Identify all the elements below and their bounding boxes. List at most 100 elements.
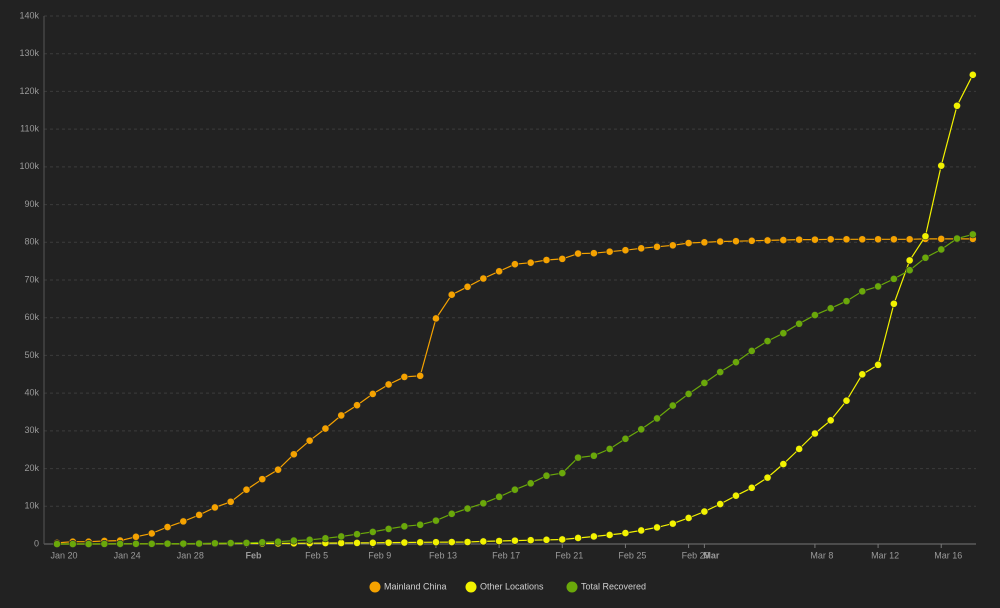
point: [479, 537, 488, 546]
y-tick-label: 10k: [24, 501, 39, 511]
point: [368, 538, 377, 547]
point: [463, 504, 472, 513]
point: [716, 368, 725, 376]
point: [684, 514, 693, 522]
legend-item[interactable]: Total Recovered: [566, 581, 647, 593]
x-tick-label: Mar: [703, 550, 720, 560]
x-tick-label: Mar 12: [871, 550, 899, 560]
point: [700, 507, 709, 516]
point: [447, 538, 456, 546]
point: [605, 531, 614, 539]
point: [416, 520, 425, 529]
point: [495, 537, 504, 545]
point: [305, 535, 314, 544]
point: [542, 256, 551, 264]
point: [668, 519, 677, 528]
legend-item[interactable]: Mainland China: [369, 581, 447, 593]
point: [968, 230, 977, 239]
point: [874, 282, 882, 291]
x-tick-label: Jan 20: [50, 550, 77, 560]
point: [132, 539, 140, 548]
x-tick-label: Mar 8: [810, 550, 833, 560]
point: [526, 479, 535, 488]
point: [574, 453, 582, 462]
point: [732, 358, 740, 367]
point: [542, 535, 551, 544]
point: [874, 360, 882, 369]
point: [368, 389, 377, 398]
point: [321, 424, 330, 433]
point: [195, 539, 204, 548]
x-tick-label: Feb 21: [555, 550, 583, 560]
point: [826, 235, 835, 244]
point: [337, 532, 346, 541]
point: [732, 237, 740, 246]
point: [937, 161, 946, 170]
point: [621, 246, 630, 255]
point: [858, 235, 867, 244]
point: [779, 236, 788, 244]
legend-marker: [465, 581, 477, 593]
point: [289, 450, 298, 459]
legend: Mainland China Other Locations Total Recov…: [369, 581, 647, 593]
point: [889, 235, 898, 244]
point: [937, 234, 946, 243]
point: [432, 538, 440, 547]
point: [558, 535, 567, 544]
point: [637, 526, 646, 535]
point: [668, 401, 677, 410]
point: [574, 534, 582, 542]
point: [558, 254, 567, 263]
x-tick-label: Feb 25: [618, 550, 646, 560]
y-tick-label: 70k: [24, 274, 39, 284]
point: [400, 522, 409, 531]
x-tick-label: Feb 17: [492, 550, 520, 560]
point: [53, 540, 61, 548]
y-tick-label: 120k: [19, 86, 39, 96]
point: [858, 287, 867, 296]
point: [621, 434, 630, 443]
legend-label: Other Locations: [480, 581, 544, 591]
point: [116, 539, 125, 548]
point: [747, 483, 756, 492]
point: [905, 256, 914, 265]
point: [368, 528, 377, 536]
point: [858, 370, 867, 379]
point: [132, 532, 140, 541]
point: [653, 414, 661, 423]
point: [226, 497, 235, 506]
legend-item[interactable]: Other Locations: [465, 581, 545, 593]
point: [416, 371, 425, 380]
point: [842, 235, 851, 244]
point: [795, 319, 804, 328]
point: [163, 523, 172, 531]
point: [274, 465, 282, 474]
point: [321, 534, 330, 543]
point: [179, 517, 188, 526]
point: [589, 249, 598, 258]
point: [479, 274, 488, 283]
point: [337, 539, 346, 547]
point: [968, 70, 977, 79]
y-tick-label: 140k: [19, 10, 39, 20]
point: [195, 511, 204, 519]
point: [147, 539, 156, 548]
point: [400, 538, 409, 547]
point: [447, 290, 456, 299]
point: [258, 475, 267, 484]
x-tick-label: Feb 13: [429, 550, 457, 560]
point: [384, 538, 393, 547]
point: [811, 311, 819, 319]
point: [226, 539, 235, 547]
point: [605, 445, 614, 453]
point: [684, 389, 693, 398]
x-tick-label: Feb: [245, 550, 262, 560]
point: [889, 274, 898, 283]
point: [826, 304, 835, 313]
point: [953, 234, 961, 243]
point: [210, 539, 219, 548]
point: [337, 411, 346, 420]
point: [763, 236, 772, 245]
y-tick-label: 20k: [24, 463, 39, 473]
